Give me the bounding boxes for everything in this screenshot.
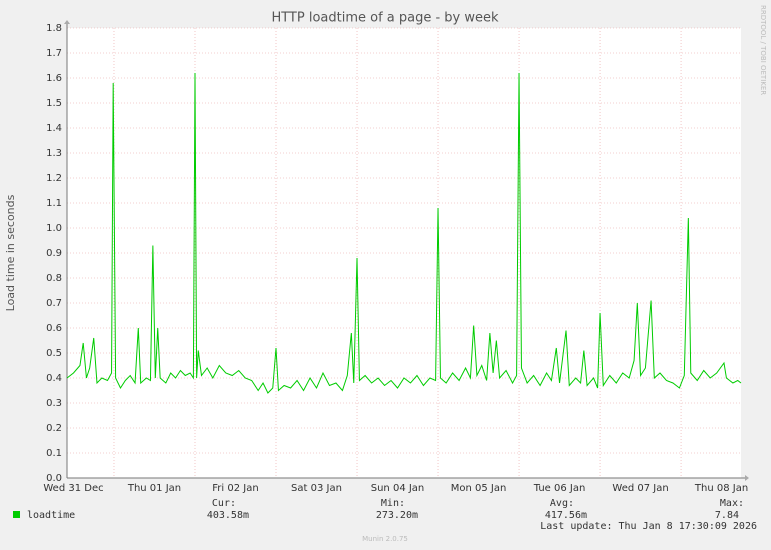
- y-tick-label: 0.3: [46, 398, 62, 409]
- y-tick-label: 1.4: [46, 123, 62, 134]
- y-tick-label: 1.2: [46, 173, 62, 184]
- y-axis-label: Load time in seconds: [4, 194, 17, 311]
- side-text: RRDTOOL / TOBI OETIKER: [759, 5, 767, 95]
- y-tick-label: 1.3: [46, 148, 62, 159]
- y-tick-label: 0.0: [46, 473, 62, 484]
- y-tick-label: 1.1: [46, 198, 62, 209]
- y-tick-label: 0.6: [46, 323, 62, 334]
- y-tick-label: 0.1: [46, 448, 62, 459]
- y-tick-label: 0.2: [46, 423, 62, 434]
- last-update: Last update: Thu Jan 8 17:30:09 2026: [540, 521, 757, 532]
- stat-value: 403.58m: [207, 510, 249, 521]
- stat-label: Cur:: [212, 498, 236, 509]
- y-tick-label: 0.4: [46, 373, 62, 384]
- x-tick-label: Wed 07 Jan: [612, 483, 668, 494]
- data-line: [66, 72, 742, 394]
- x-tick-label: Tue 06 Jan: [533, 483, 586, 494]
- y-tick-label: 1.0: [46, 223, 62, 234]
- stat-label: Max:: [720, 498, 744, 509]
- legend-swatch: [13, 511, 20, 518]
- legend-label: loadtime: [27, 510, 75, 521]
- x-tick-label: Fri 02 Jan: [212, 483, 258, 494]
- x-tick-label: Sun 04 Jan: [371, 483, 425, 494]
- y-tick-label: 1.5: [46, 98, 62, 109]
- stat-value: 273.20m: [376, 510, 418, 521]
- y-tick-label: 1.6: [46, 73, 62, 84]
- x-tick-label: Sat 03 Jan: [291, 483, 342, 494]
- footer: Munin 2.0.75: [362, 535, 408, 543]
- axis-arrow: [745, 475, 749, 481]
- stat-value: 7.84: [715, 510, 739, 521]
- y-tick-label: 1.7: [46, 48, 62, 59]
- y-tick-label: 0.7: [46, 298, 62, 309]
- x-tick-label: Mon 05 Jan: [451, 483, 507, 494]
- stat-label: Min:: [381, 498, 405, 509]
- y-tick-label: 1.8: [46, 23, 62, 34]
- x-tick-label: Wed 31 Dec: [43, 483, 103, 494]
- y-tick-label: 0.8: [46, 273, 62, 284]
- chart-title: HTTP loadtime of a page - by week: [271, 11, 499, 26]
- x-tick-label: Thu 01 Jan: [127, 483, 181, 494]
- x-tick-label: Thu 08 Jan: [694, 483, 748, 494]
- axis-arrow: [64, 20, 70, 24]
- y-tick-label: 0.5: [46, 348, 62, 359]
- y-tick-label: 0.9: [46, 248, 62, 259]
- stat-label: Avg:: [550, 498, 574, 509]
- stat-value: 417.56m: [545, 510, 587, 521]
